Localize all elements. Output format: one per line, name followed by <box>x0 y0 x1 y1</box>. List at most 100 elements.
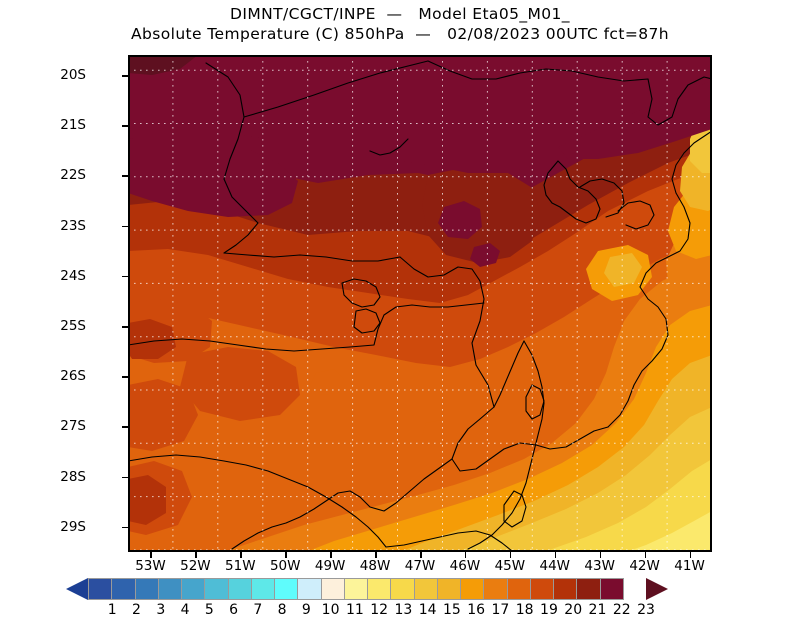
y-axis-label: 23S <box>60 217 86 234</box>
colorbar-band[interactable] <box>181 578 206 600</box>
x-axis-tick <box>599 552 602 558</box>
y-axis-label: 24S <box>60 267 86 284</box>
colorbar-tick-label: 13 <box>394 602 413 618</box>
x-axis-label: 49W <box>314 558 346 574</box>
x-axis-label: 46W <box>449 558 481 574</box>
colorbar-tick-label: 4 <box>180 602 190 618</box>
colorbar-tick-label: 12 <box>370 602 389 618</box>
y-axis-label: 27S <box>60 418 86 435</box>
x-axis-tick <box>285 552 287 558</box>
coastline-and-borders-layer <box>128 60 712 552</box>
colorbar-band[interactable] <box>250 578 275 600</box>
colorbar-tick-label: 2 <box>132 602 141 618</box>
colorbar-band[interactable] <box>413 578 438 600</box>
x-axis-label: 41W <box>674 558 705 574</box>
colorbar-band[interactable] <box>297 578 322 600</box>
x-axis-label: 45W <box>494 558 526 574</box>
y-axis-tick <box>122 476 128 479</box>
x-axis-tick <box>644 552 647 558</box>
x-axis-label: 48W <box>359 558 391 574</box>
x-axis-tick <box>150 552 152 558</box>
y-axis-tick <box>122 376 128 378</box>
colorbar-band[interactable] <box>320 578 345 600</box>
x-axis-label: 52W <box>180 558 211 574</box>
x-axis-label: 50W <box>269 558 301 574</box>
colorbar-bands[interactable] <box>88 578 624 600</box>
colorbar-tick-label: 18 <box>515 602 534 618</box>
colorbar-band[interactable] <box>134 578 159 600</box>
colorbar-band[interactable] <box>553 578 578 600</box>
colorbar-tick-label: 6 <box>229 602 239 618</box>
x-axis-tick <box>195 552 197 558</box>
colorbar-tick-label: 15 <box>442 602 461 618</box>
y-axis-label: 22S <box>60 167 86 184</box>
colorbar-tick-label: 14 <box>418 602 437 618</box>
colorbar[interactable]: 1 2 3 4 5 6 7 8 9 10 11 12 13 14 15 16 17 18 19 20 21 22 23 <box>0 578 800 618</box>
colorbar-tick-label: 8 <box>277 602 287 618</box>
colorbar-tick-label: 22 <box>612 602 631 618</box>
colorbar-band[interactable] <box>111 578 136 600</box>
colorbar-tick-label: 19 <box>540 602 558 618</box>
colorbar-tick-label: 20 <box>564 602 583 618</box>
x-axis-tick <box>330 552 332 558</box>
colorbar-band[interactable] <box>343 578 368 600</box>
colorbar-band[interactable] <box>599 578 624 600</box>
colorbar-band[interactable] <box>460 578 485 600</box>
colorbar-tick-label: 17 <box>491 602 510 618</box>
x-axis-tick <box>509 552 512 558</box>
colorbar-band[interactable] <box>204 578 229 600</box>
colorbar-band[interactable] <box>367 578 392 600</box>
x-axis-label: 44W <box>539 558 571 574</box>
colorbar-band[interactable] <box>157 578 182 600</box>
x-axis-tick <box>464 552 467 558</box>
y-axis-label: 28S <box>60 468 86 485</box>
x-axis-label: 53W <box>135 558 166 574</box>
x-axis-label: 42W <box>629 558 660 574</box>
y-axis-label: 29S <box>60 518 86 535</box>
y-axis-tick <box>122 326 128 328</box>
y-axis-tick <box>122 75 128 77</box>
colorbar-tick-label: 5 <box>204 602 214 618</box>
y-axis-tick <box>122 275 128 278</box>
gridline-layer <box>128 55 712 552</box>
y-axis-label: 20S <box>60 67 86 84</box>
y-axis-tick <box>122 526 128 529</box>
chart-title-block: DIMNT/CGCT/INPE — Model Eta05_M01_ Absol… <box>0 4 800 44</box>
y-axis-tick <box>122 225 128 228</box>
colorbar-band[interactable] <box>227 578 252 600</box>
x-axis-tick <box>689 552 692 558</box>
colorbar-tick-label: 3 <box>156 602 166 618</box>
colorbar-band[interactable] <box>529 578 554 600</box>
x-axis-tick <box>375 552 377 558</box>
colorbar-band[interactable] <box>483 578 508 600</box>
colorbar-band[interactable] <box>274 578 299 600</box>
colorbar-band[interactable] <box>390 578 415 600</box>
y-axis-tick <box>122 426 128 428</box>
x-axis-label: 47W <box>404 558 436 574</box>
x-axis-tick <box>420 552 422 558</box>
contour-fill-layer <box>128 55 712 552</box>
y-axis-label: 25S <box>60 318 86 335</box>
colorbar-band[interactable] <box>576 578 601 600</box>
title-line-1: DIMNT/CGCT/INPE — Model Eta05_M01_ <box>230 5 570 23</box>
colorbar-under-arrow <box>66 578 88 600</box>
colorbar-band[interactable] <box>88 578 113 600</box>
map-plot-area <box>128 55 712 552</box>
colorbar-tick-label: 23 <box>637 602 655 618</box>
x-axis-label: 51W <box>225 558 256 574</box>
colorbar-tick-label: 11 <box>345 602 364 618</box>
colorbar-tick-label: 7 <box>253 602 263 618</box>
x-axis-label: 43W <box>584 558 615 574</box>
colorbar-band[interactable] <box>436 578 461 600</box>
y-axis-label: 21S <box>60 117 86 134</box>
y-axis-tick <box>122 175 128 177</box>
colorbar-band[interactable] <box>506 578 531 600</box>
colorbar-tick-label: 16 <box>467 602 486 618</box>
colorbar-over-arrow <box>646 578 668 600</box>
y-axis-label: 26S <box>60 368 86 385</box>
colorbar-tick-label: 9 <box>301 602 311 618</box>
temperature-contour-map <box>128 55 712 552</box>
plot-border <box>128 55 712 552</box>
colorbar-tick-label: 10 <box>321 602 340 618</box>
